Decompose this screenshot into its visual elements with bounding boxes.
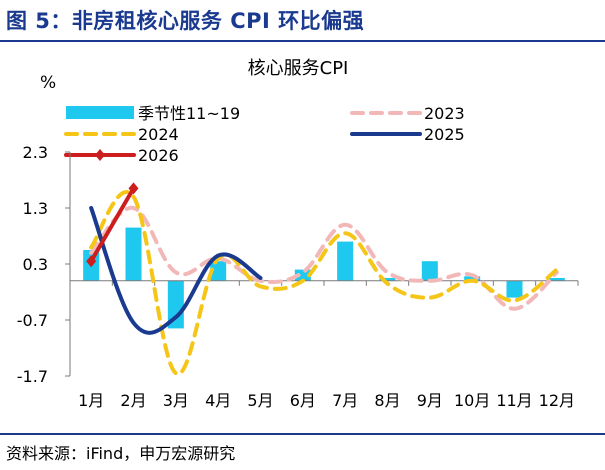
- source-rule: [0, 433, 605, 435]
- legend-label-2025: 2025: [424, 125, 465, 144]
- plot-area: 2.3 1.3 0.3 -0.7 -1.7 1月 2月 3月 4月 5月 6月 7月 8月 9月 10月 11…: [17, 143, 579, 410]
- bar-seasonality-2: [125, 227, 142, 281]
- chart: 核心服务CPI % 季节性11~19 2023 2024 2025 2026 2.3 1.…: [17, 58, 579, 410]
- chart-title: 核心服务CPI: [248, 58, 349, 79]
- title-rule: [0, 40, 605, 42]
- x-tick-label: 8月: [374, 391, 400, 410]
- legend-label-2023: 2023: [424, 104, 465, 123]
- bar-seasonality-10: [464, 276, 481, 281]
- x-tick-label: 3月: [163, 391, 189, 410]
- y-tick-label: -1.7: [17, 367, 48, 386]
- bar-seasonality-11: [506, 280, 523, 298]
- x-tick-label: 1月: [78, 391, 104, 410]
- y-tick-label: 1.3: [23, 199, 48, 218]
- bar-seasonality-7: [337, 241, 354, 281]
- y-tick-label: 2.3: [23, 143, 48, 162]
- bar-seasonality-6: [294, 269, 311, 281]
- series-line-2026: [89, 186, 136, 264]
- x-tick-label: 12月: [539, 391, 575, 410]
- series-line-2023: [89, 205, 559, 311]
- x-tick-label: 11月: [496, 391, 532, 410]
- legend-swatch-seasonality: [66, 106, 134, 119]
- bar-seasonality-3: [167, 280, 184, 329]
- bar-seasonality-4: [210, 261, 227, 281]
- series-line-2025: [89, 206, 263, 335]
- x-tick-label: 9月: [417, 391, 443, 410]
- legend-marker-2026: [95, 149, 105, 161]
- x-tick-label: 4月: [205, 391, 231, 410]
- x-tick-label: 10月: [454, 391, 490, 410]
- legend-label-2026: 2026: [138, 146, 179, 165]
- series-marker-2026: [86, 255, 97, 268]
- series-line-2024: [89, 190, 559, 376]
- x-tick-label: 7月: [332, 391, 358, 410]
- x-tick-label: 6月: [290, 391, 316, 410]
- figure-title: 图 5：非房租核心服务 CPI 环比偏强: [6, 9, 365, 33]
- legend: 季节性11~19 2023 2024 2025 2026: [64, 104, 465, 165]
- y-axis-unit: %: [40, 73, 56, 93]
- bar-seasonality-8: [379, 278, 396, 281]
- x-tick-label: 2月: [120, 391, 146, 410]
- y-tick-label: 0.3: [23, 255, 48, 274]
- x-tick-label: 5月: [247, 391, 273, 410]
- y-tick-label: -0.7: [17, 311, 48, 330]
- bar-seasonality-12: [548, 278, 565, 281]
- source-note: 资料来源：iFind，申万宏源研究: [6, 444, 236, 463]
- series-marker-2026: [128, 182, 139, 195]
- bar-seasonality-9: [421, 261, 438, 281]
- legend-label-2024: 2024: [138, 125, 179, 144]
- legend-label-季节性11~19: 季节性11~19: [138, 104, 240, 123]
